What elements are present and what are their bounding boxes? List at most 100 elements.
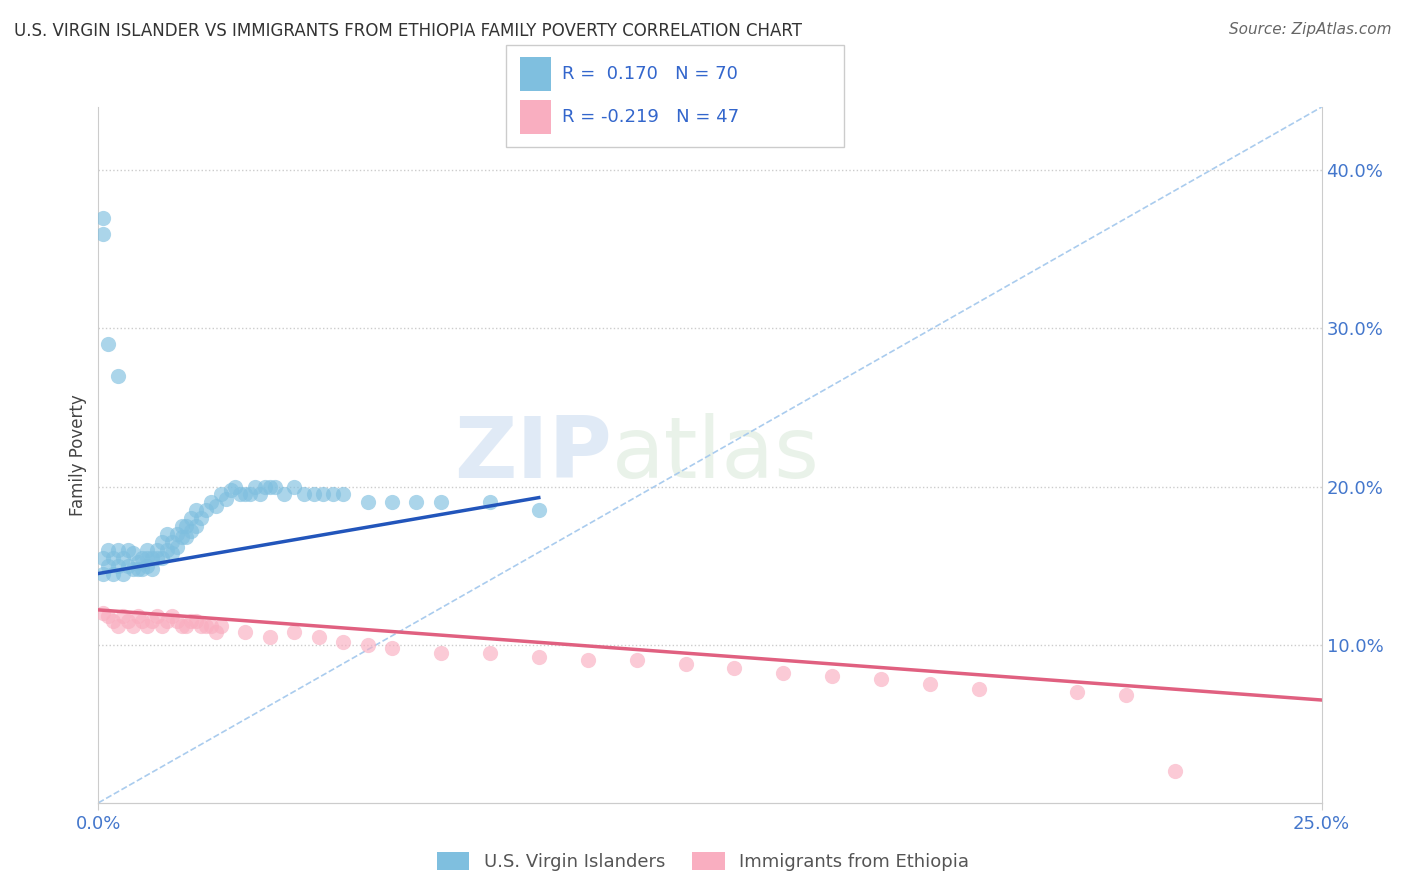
Point	[259, 479, 281, 493]
Point	[205, 499, 228, 513]
Text: U.S. VIRGIN ISLANDER VS IMMIGRANTS FROM ETHIOPIA FAMILY POVERTY CORRELATION CHAR: U.S. VIRGIN ISLANDER VS IMMIGRANTS FROM …	[14, 22, 801, 40]
Point	[180, 524, 202, 538]
Point	[160, 609, 183, 624]
Point	[283, 625, 305, 640]
Point	[478, 646, 501, 660]
Point	[1164, 764, 1187, 779]
Point	[576, 653, 599, 667]
Point	[200, 495, 222, 509]
Text: R =  0.170   N = 70: R = 0.170 N = 70	[562, 65, 738, 83]
Point	[302, 487, 325, 501]
Point	[1066, 685, 1088, 699]
Point	[176, 530, 198, 544]
Point	[381, 640, 404, 655]
Point	[121, 562, 143, 576]
Point	[131, 550, 153, 565]
Text: ZIP: ZIP	[454, 413, 612, 497]
Point	[356, 495, 378, 509]
Point	[253, 479, 276, 493]
Point	[141, 550, 163, 565]
Point	[156, 614, 179, 628]
Point	[186, 519, 208, 533]
Point	[190, 511, 212, 525]
Legend: U.S. Virgin Islanders, Immigrants from Ethiopia: U.S. Virgin Islanders, Immigrants from E…	[430, 845, 976, 879]
Point	[136, 618, 159, 632]
Point	[283, 479, 305, 493]
Point	[146, 542, 169, 557]
Point	[131, 614, 153, 628]
Point	[209, 487, 232, 501]
Point	[180, 614, 202, 628]
Y-axis label: Family Poverty: Family Poverty	[69, 394, 87, 516]
Point	[430, 646, 453, 660]
Point	[111, 566, 134, 581]
Point	[156, 527, 179, 541]
Point	[97, 337, 120, 351]
Point	[91, 227, 114, 241]
Point	[136, 542, 159, 557]
Point	[249, 487, 271, 501]
Point	[111, 550, 134, 565]
Point	[430, 495, 453, 509]
Point	[180, 511, 202, 525]
Point	[150, 618, 173, 632]
Point	[127, 562, 149, 576]
Point	[97, 542, 120, 557]
Point	[195, 503, 218, 517]
Point	[101, 566, 124, 581]
Point	[219, 483, 242, 497]
Point	[107, 542, 129, 557]
Point	[224, 479, 246, 493]
Point	[273, 487, 295, 501]
Point	[170, 530, 193, 544]
Point	[356, 638, 378, 652]
Point	[107, 558, 129, 573]
Point	[121, 618, 143, 632]
Point	[160, 546, 183, 560]
Point	[111, 609, 134, 624]
Point	[176, 519, 198, 533]
Point	[127, 556, 149, 570]
Text: atlas: atlas	[612, 413, 820, 497]
Point	[136, 550, 159, 565]
Point	[186, 503, 208, 517]
Point	[186, 614, 208, 628]
Point	[156, 542, 179, 557]
Point	[146, 609, 169, 624]
Point	[176, 618, 198, 632]
Point	[209, 618, 232, 632]
Point	[723, 661, 745, 675]
Point	[967, 681, 990, 696]
Point	[127, 609, 149, 624]
Point	[166, 527, 188, 541]
Point	[381, 495, 404, 509]
Point	[146, 550, 169, 565]
Text: R = -0.219   N = 47: R = -0.219 N = 47	[562, 108, 740, 126]
Point	[91, 211, 114, 225]
Point	[1115, 688, 1137, 702]
Point	[405, 495, 427, 509]
Point	[772, 666, 794, 681]
Point	[107, 368, 129, 383]
Point	[117, 614, 139, 628]
Point	[107, 618, 129, 632]
Point	[243, 479, 266, 493]
Point	[259, 630, 281, 644]
Point	[170, 519, 193, 533]
Point	[136, 558, 159, 573]
Point	[214, 492, 236, 507]
Point	[322, 487, 344, 501]
Point	[101, 550, 124, 565]
Point	[263, 479, 285, 493]
Point	[166, 540, 188, 554]
Point	[870, 673, 893, 687]
Point	[97, 609, 120, 624]
Point	[141, 614, 163, 628]
Point	[626, 653, 648, 667]
Text: Source: ZipAtlas.com: Source: ZipAtlas.com	[1229, 22, 1392, 37]
Point	[117, 558, 139, 573]
Point	[141, 562, 163, 576]
Point	[117, 542, 139, 557]
Point	[821, 669, 844, 683]
Point	[920, 677, 942, 691]
